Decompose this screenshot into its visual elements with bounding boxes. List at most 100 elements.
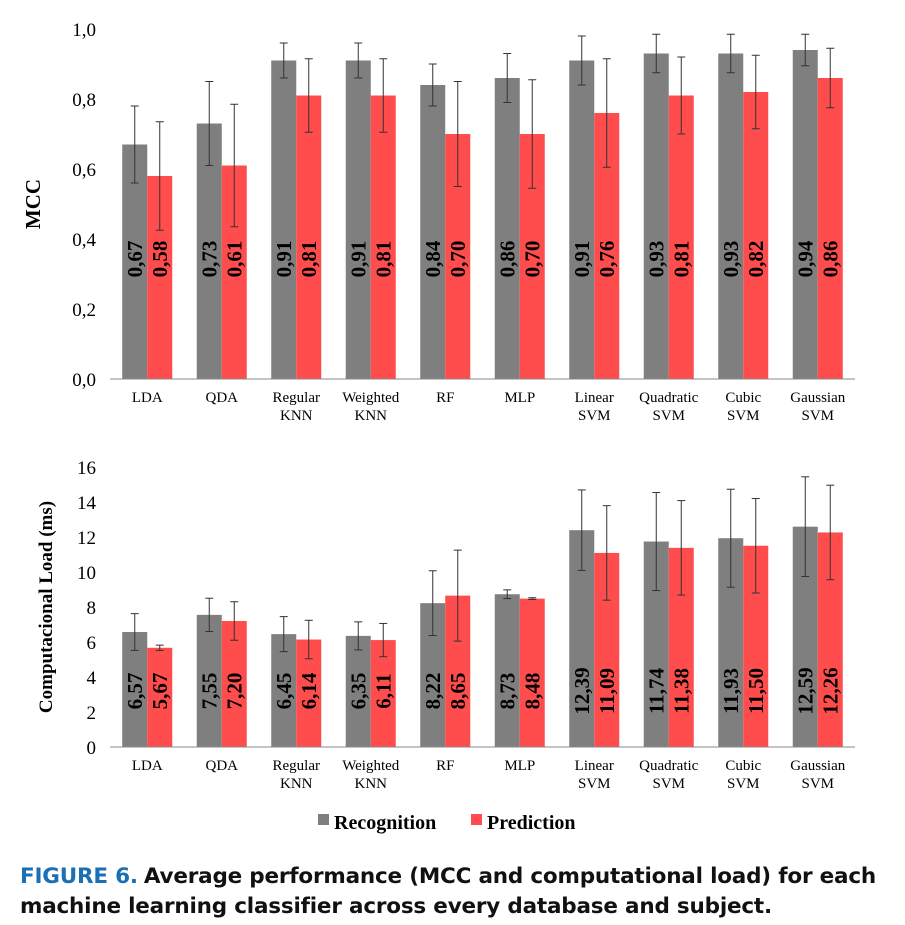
recognition-error-bar <box>205 597 214 632</box>
x-tick-label: Gaussian SVM <box>790 390 845 424</box>
y-tick-label: 0,0 <box>72 370 96 391</box>
prediction-bar <box>519 598 545 747</box>
recognition-error-bar <box>503 589 512 600</box>
recognition-value-label: 8,73 <box>495 673 519 710</box>
recognition-bar <box>420 85 446 379</box>
y-tick-label: 0,6 <box>72 160 96 181</box>
recognition-error-bar <box>652 33 661 74</box>
recognition-value-label: 0,73 <box>197 241 221 278</box>
recognition-error-bar <box>428 63 437 107</box>
prediction-error-bar <box>602 505 611 601</box>
prediction-error-bar <box>528 79 537 189</box>
prediction-bar <box>668 95 694 379</box>
recognition-bar <box>569 60 595 379</box>
recognition-error-bar <box>577 35 586 86</box>
prediction-value-label: 0,81 <box>297 241 321 278</box>
prediction-bar <box>370 640 396 747</box>
x-tick-label: Gaussian SVM <box>790 758 845 792</box>
recognition-bar <box>494 78 520 379</box>
y-tick-label: 0,8 <box>72 90 96 111</box>
recognition-error-bar <box>354 42 363 79</box>
prediction-value-label: 11,38 <box>669 668 693 714</box>
legend: Recognition Prediction <box>318 812 576 834</box>
recognition-error-bar <box>801 476 810 578</box>
recognition-error-bar <box>130 105 139 184</box>
recognition-value-label: 0,67 <box>123 241 147 278</box>
prediction-error-bar <box>677 500 686 596</box>
recognition-value-label: 11,74 <box>644 667 668 714</box>
recognition-value-label: 0,93 <box>719 241 743 278</box>
prediction-error-bar <box>155 644 164 651</box>
recognition-error-bar <box>726 33 735 74</box>
prediction-error-bar <box>155 121 164 231</box>
prediction-value-label: 8,65 <box>446 673 470 710</box>
y-tick-label: 1,0 <box>72 20 96 41</box>
prediction-bar <box>817 78 843 379</box>
y-tick-label: 0 <box>87 738 97 759</box>
prediction-value-label: 5,67 <box>148 673 172 710</box>
prediction-value-label: 0,61 <box>222 241 246 278</box>
legend-recognition-swatch <box>318 814 329 825</box>
x-tick-label: MLP <box>504 390 535 406</box>
recognition-bar <box>494 594 520 747</box>
x-tick-label: LDA <box>132 390 163 406</box>
prediction-value-label: 0,86 <box>818 241 842 278</box>
recognition-bar <box>122 144 148 379</box>
computational-load-bar-chart: 0 2 4 6 8 10 12 14 16 Computacional Load (ms) 6,57… <box>36 458 855 792</box>
prediction-value-label: 0,81 <box>371 241 395 278</box>
legend-prediction-swatch <box>471 814 482 825</box>
prediction-value-label: 6,14 <box>297 672 321 709</box>
prediction-error-bar <box>677 56 686 135</box>
prediction-error-bar <box>379 58 388 133</box>
x-tick-label: Quadratic SVM <box>639 390 698 424</box>
x-tick-label: LDA <box>132 758 163 774</box>
prediction-error-bar <box>602 58 611 168</box>
prediction-bar <box>147 647 173 747</box>
x-tick-label: RF <box>436 758 454 774</box>
recognition-bar <box>792 50 818 379</box>
prediction-value-label: 11,09 <box>595 668 619 714</box>
recognition-error-bar <box>801 33 810 67</box>
prediction-value-label: 0,76 <box>595 241 619 278</box>
recognition-error-bar <box>652 492 661 592</box>
recognition-bar <box>271 634 297 747</box>
recognition-error-bar <box>503 53 512 103</box>
y-tick-label: 2 <box>87 703 97 724</box>
recognition-error-bar <box>726 488 735 588</box>
prediction-error-bar <box>528 597 537 600</box>
recognition-error-bar <box>130 613 139 651</box>
y-tick-label: 12 <box>77 528 96 549</box>
recognition-value-label: 6,45 <box>272 673 296 710</box>
prediction-bar <box>296 95 322 379</box>
caption-label: FIGURE 6. <box>20 864 138 889</box>
recognition-bar <box>196 614 222 747</box>
y-tick-label: 0,4 <box>72 230 96 251</box>
prediction-value-label: 0,58 <box>148 241 172 278</box>
x-tick-label: Quadratic SVM <box>639 758 698 792</box>
legend-prediction-label: Prediction <box>487 812 576 834</box>
recognition-bar <box>122 632 148 747</box>
mcc-bar-chart: 0,0 0,2 0,4 0,6 0,8 1,0 MCC 0,67 0,58 LDA 0,73 0,61… <box>21 20 855 424</box>
y-tick-label: 6 <box>87 633 97 654</box>
prediction-error-bar <box>230 103 239 228</box>
prediction-error-bar <box>826 47 835 109</box>
prediction-value-label: 8,48 <box>520 673 544 710</box>
x-tick-label: QDA <box>206 390 239 406</box>
prediction-value-label: 0,70 <box>446 241 470 278</box>
prediction-error-bar <box>304 619 313 660</box>
x-tick-label: Weighted KNN <box>342 758 400 792</box>
prediction-bar <box>221 621 247 747</box>
y-tick-label: 8 <box>87 598 97 619</box>
y-tick-label: 4 <box>87 668 97 689</box>
x-tick-label: Regular KNN <box>273 390 320 424</box>
prediction-value-label: 0,81 <box>669 241 693 278</box>
x-tick-label: Regular KNN <box>273 758 320 792</box>
recognition-error-bar <box>354 621 363 651</box>
prediction-value-label: 7,20 <box>222 673 246 710</box>
x-tick-label: Linear SVM <box>575 390 614 424</box>
prediction-error-bar <box>453 549 462 642</box>
prediction-value-label: 12,26 <box>818 667 842 714</box>
x-tick-label: Cubic SVM <box>725 390 761 424</box>
recognition-value-label: 12,39 <box>570 667 594 714</box>
recognition-bar <box>718 53 744 379</box>
